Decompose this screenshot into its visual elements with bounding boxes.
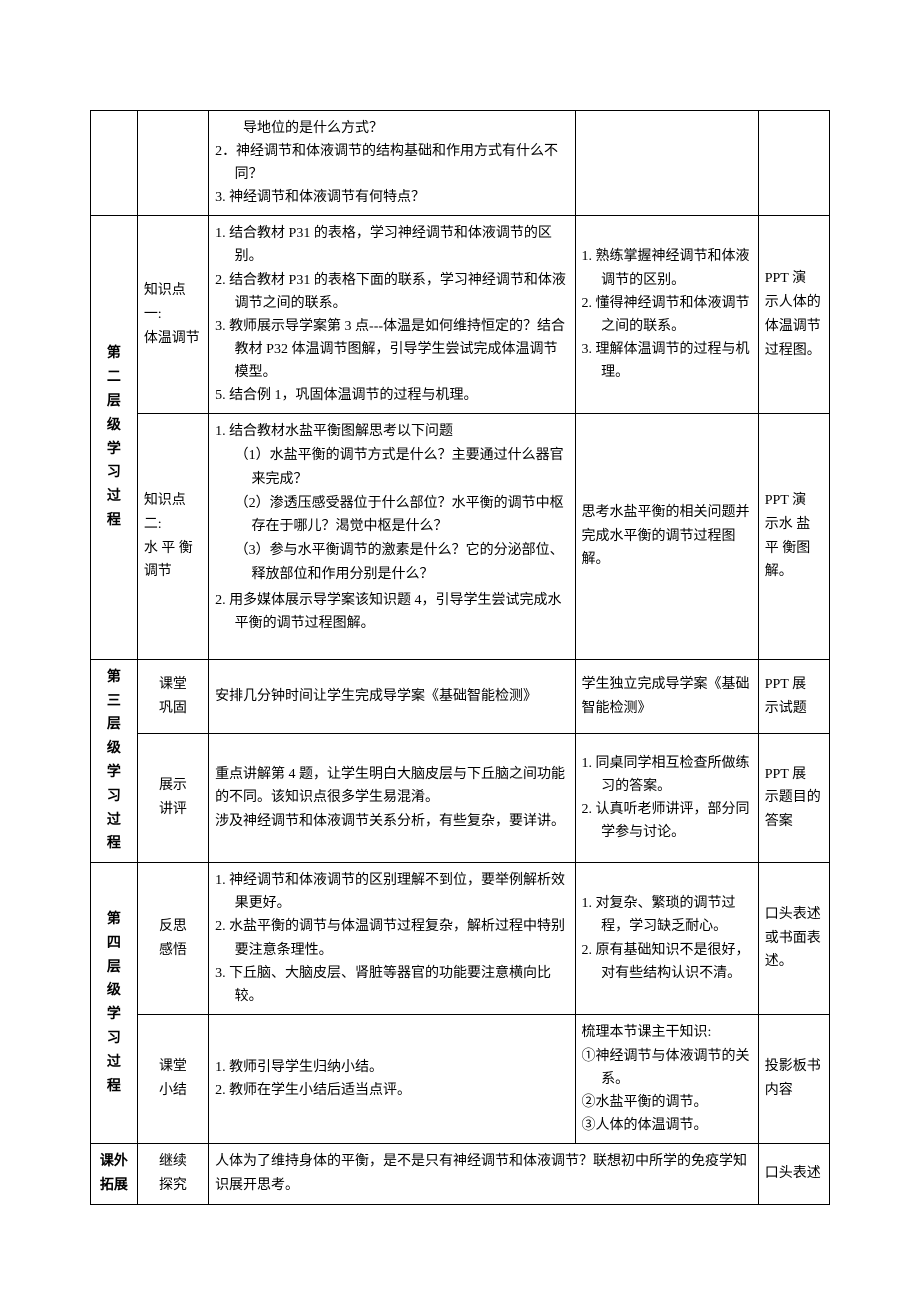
list-item: 1. 熟练掌握神经调节和体液调节的区别。 <box>582 245 752 291</box>
cell-teacher-activity: 1. 结合教材水盐平衡图解思考以下问题 （1）水盐平衡的调节方式是什么？主要通过… <box>209 414 575 660</box>
cell-media: PPT 展 示题目的答案 <box>758 734 829 863</box>
list-item: 2. 原有基础知识不是很好，对有些结构认识不清。 <box>582 939 752 985</box>
table-row: 第 二 层 级 学 习 过 程 知识点一:体温调节 1. 结合教材 P31 的表… <box>91 216 830 414</box>
table-row: 第 四 层 级 学 习 过 程 反思感悟 1. 神经调节和体液调节的区别理解不到… <box>91 863 830 1015</box>
cell-student-activity: 1. 同桌同学相互检查所做练习的答案。 2. 认真听老师讲评，部分同学参与讨论。 <box>575 734 758 863</box>
list-item: 1. 同桌同学相互检查所做练习的答案。 <box>582 752 752 798</box>
cell-stage <box>91 111 138 216</box>
cell-topic-1: 知识点一:体温调节 <box>137 216 208 414</box>
sub-item: （2）渗透压感受器位于什么部位？水平衡的调节中枢存在于哪儿？渴觉中枢是什么？ <box>215 492 568 540</box>
list-item: ①神经调节与体液调节的关系。 <box>582 1045 752 1091</box>
list-item: 3. 下丘脑、大脑皮层、肾脏等器官的功能要注意横向比较。 <box>215 962 568 1008</box>
cell-topic <box>137 111 208 216</box>
table-row: 展示讲评 重点讲解第 4 题，让学生明白大脑皮层与下丘脑之间功能的不同。该知识点… <box>91 734 830 863</box>
list-item: 2. 水盐平衡的调节与体温调节过程复杂，解析过程中特别要注意条理性。 <box>215 915 568 961</box>
list-item: 2. 用多媒体展示导学案该知识题 4，引导学生尝试完成水平衡的调节过程图解。 <box>215 589 568 635</box>
cell-media <box>758 111 829 216</box>
cell-student-activity: 1. 对复杂、繁琐的调节过程，学习缺乏耐心。 2. 原有基础知识不是很好，对有些… <box>575 863 758 1015</box>
cell-stage-level4: 第 四 层 级 学 习 过 程 <box>91 863 138 1144</box>
list-item: 2. 教师在学生小结后适当点评。 <box>215 1079 568 1102</box>
list-item: 1. 教师引导学生归纳小结。 <box>215 1056 568 1079</box>
cell-topic-continue: 继续探究 <box>137 1144 208 1205</box>
list-item: 1. 结合教材 P31 的表格，学习神经调节和体液调节的区别。 <box>215 222 568 268</box>
table-row: 第 三 层 级 学 习 过 程 课堂巩固 安排几分钟时间让学生完成导学案《基础智… <box>91 659 830 733</box>
cell-teacher-activity: 1. 神经调节和体液调节的区别理解不到位，要举例解析效果更好。 2. 水盐平衡的… <box>209 863 575 1015</box>
table-row: 课外拓展 继续探究 人体为了维持身体的平衡，是不是只有神经调节和体液调节？联想初… <box>91 1144 830 1205</box>
cell-student-activity: 1. 熟练掌握神经调节和体液调节的区别。 2. 懂得神经调节和体液调节之间的联系… <box>575 216 758 414</box>
cell-media: 投影板书内容 <box>758 1014 829 1143</box>
list-item: 3. 教师展示导学案第 3 点---体温是如何维持恒定的？结合教材 P32 体温… <box>215 315 568 384</box>
cell-teacher-activity: 1. 教师引导学生归纳小结。 2. 教师在学生小结后适当点评。 <box>209 1014 575 1143</box>
list-item: 3. 理解体温调节的过程与机理。 <box>582 338 752 384</box>
cell-teacher-activity: 1. 结合教材 P31 的表格，学习神经调节和体液调节的区别。 2. 结合教材 … <box>209 216 575 414</box>
list-item: 5. 结合例 1，巩固体温调节的过程与机理。 <box>215 384 568 407</box>
list-item: 1. 对复杂、繁琐的调节过程，学习缺乏耐心。 <box>582 892 752 938</box>
lead-text: 梳理本节课主干知识: <box>582 1021 752 1045</box>
table-row: 知识点二:水 平 衡 调节 1. 结合教材水盐平衡图解思考以下问题 （1）水盐平… <box>91 414 830 660</box>
list-item: ③人体的体温调节。 <box>582 1114 752 1137</box>
list-item: ②水盐平衡的调节。 <box>582 1091 752 1114</box>
cell-teacher-activity: 安排几分钟时间让学生完成导学案《基础智能检测》 <box>209 659 575 733</box>
cell-media: 口头表述 <box>758 1144 829 1205</box>
cell-media: PPT 演 示人体的体温调节过程图。 <box>758 216 829 414</box>
list-item: 1. 神经调节和体液调节的区别理解不到位，要举例解析效果更好。 <box>215 869 568 915</box>
cell-teacher-activity: 导地位的是什么方式？ 2．神经调节和体液调节的结构基础和作用方式有什么不同？ 3… <box>209 111 575 216</box>
sub-item: （1）水盐平衡的调节方式是什么？主要通过什么器官来完成？ <box>215 444 568 492</box>
cell-student-activity: 学生独立完成导学案《基础智能检测》 <box>575 659 758 733</box>
cell-topic-reflect: 反思感悟 <box>137 863 208 1015</box>
list-item: 3. 神经调节和体液调节有何特点？ <box>215 186 568 209</box>
cell-student-activity <box>575 111 758 216</box>
cell-media: PPT 演 示水 盐 平 衡图解。 <box>758 414 829 660</box>
cell-topic-2: 知识点二:水 平 衡 调节 <box>137 414 208 660</box>
lead-text: 1. 结合教材水盐平衡图解思考以下问题 <box>215 420 568 444</box>
cell-media: 口头表述或书面表述。 <box>758 863 829 1015</box>
cell-student-activity: 思考水盐平衡的相关问题并完成水平衡的调节过程图解。 <box>575 414 758 660</box>
cell-stage-extend: 课外拓展 <box>91 1144 138 1205</box>
document-page: 导地位的是什么方式？ 2．神经调节和体液调节的结构基础和作用方式有什么不同？ 3… <box>0 0 920 1265</box>
table-row: 导地位的是什么方式？ 2．神经调节和体液调节的结构基础和作用方式有什么不同？ 3… <box>91 111 830 216</box>
list-item: 2. 认真听老师讲评，部分同学参与讨论。 <box>582 798 752 844</box>
cell-student-activity: 梳理本节课主干知识: ①神经调节与体液调节的关系。 ②水盐平衡的调节。 ③人体的… <box>575 1014 758 1143</box>
cell-teacher-activity: 重点讲解第 4 题，让学生明白大脑皮层与下丘脑之间功能的不同。该知识点很多学生易… <box>209 734 575 863</box>
table-row: 课堂小结 1. 教师引导学生归纳小结。 2. 教师在学生小结后适当点评。 梳理本… <box>91 1014 830 1143</box>
lesson-plan-table: 导地位的是什么方式？ 2．神经调节和体液调节的结构基础和作用方式有什么不同？ 3… <box>90 110 830 1205</box>
list-item: 2．神经调节和体液调节的结构基础和作用方式有什么不同？ <box>215 140 568 186</box>
cell-stage-level3: 第 三 层 级 学 习 过 程 <box>91 659 138 862</box>
sub-item: （3）参与水平衡调节的激素是什么？它的分泌部位、释放部位和作用分别是什么？ <box>215 539 568 587</box>
cell-topic-consolidate: 课堂巩固 <box>137 659 208 733</box>
list-item: 2. 懂得神经调节和体液调节之间的联系。 <box>582 292 752 338</box>
cell-topic-review: 展示讲评 <box>137 734 208 863</box>
list-item: 2. 结合教材 P31 的表格下面的联系，学习神经调节和体液调节之间的联系。 <box>215 269 568 315</box>
cell-activity-merged: 人体为了维持身体的平衡，是不是只有神经调节和体液调节？联想初中所学的免疫学知识展… <box>209 1144 759 1205</box>
list-item: 导地位的是什么方式？ <box>215 117 568 140</box>
cell-media: PPT 展 示试题 <box>758 659 829 733</box>
cell-stage-level2: 第 二 层 级 学 习 过 程 <box>91 216 138 660</box>
cell-topic-summary: 课堂小结 <box>137 1014 208 1143</box>
